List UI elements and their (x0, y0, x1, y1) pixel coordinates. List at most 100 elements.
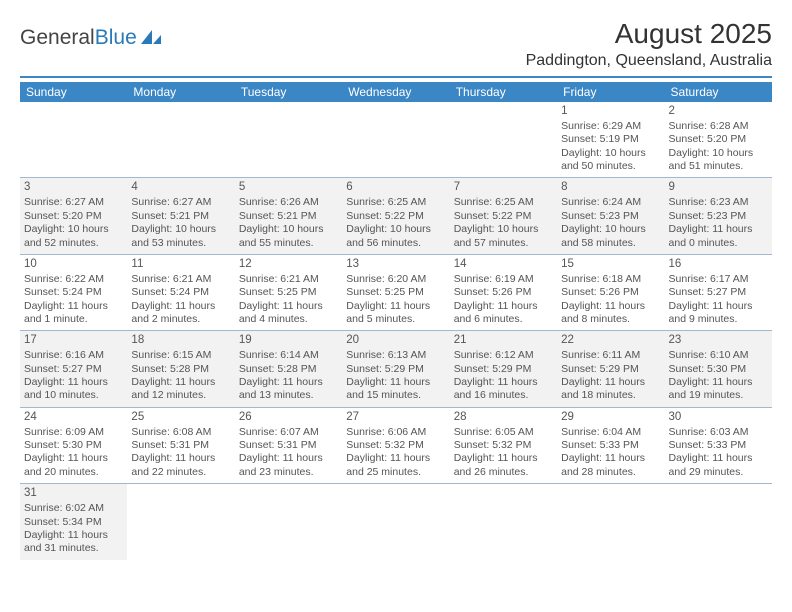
daylight-text: Daylight: 11 hours and 31 minutes. (24, 529, 123, 556)
location: Paddington, Queensland, Australia (526, 52, 772, 70)
calendar-cell (342, 484, 449, 560)
sunset-text: Sunset: 5:24 PM (131, 286, 230, 299)
top-rule (20, 76, 772, 78)
calendar-row: 24Sunrise: 6:09 AMSunset: 5:30 PMDayligh… (20, 407, 772, 483)
sail-icon (140, 29, 162, 47)
daylight-text: Daylight: 11 hours and 15 minutes. (346, 376, 445, 403)
calendar-row: 17Sunrise: 6:16 AMSunset: 5:27 PMDayligh… (20, 331, 772, 407)
sunset-text: Sunset: 5:26 PM (454, 286, 553, 299)
day-number: 11 (131, 257, 230, 272)
calendar-cell: 16Sunrise: 6:17 AMSunset: 5:27 PMDayligh… (665, 254, 772, 330)
calendar-row: 10Sunrise: 6:22 AMSunset: 5:24 PMDayligh… (20, 254, 772, 330)
day-number: 24 (24, 410, 123, 425)
daylight-text: Daylight: 11 hours and 23 minutes. (239, 452, 338, 479)
sunset-text: Sunset: 5:30 PM (669, 363, 768, 376)
calendar-cell (235, 484, 342, 560)
daylight-text: Daylight: 10 hours and 57 minutes. (454, 223, 553, 250)
sunrise-text: Sunrise: 6:23 AM (669, 196, 768, 209)
calendar-cell: 28Sunrise: 6:05 AMSunset: 5:32 PMDayligh… (450, 407, 557, 483)
sunrise-text: Sunrise: 6:17 AM (669, 273, 768, 286)
calendar-cell (557, 484, 664, 560)
daylight-text: Daylight: 10 hours and 51 minutes. (669, 147, 768, 174)
sunrise-text: Sunrise: 6:09 AM (24, 426, 123, 439)
sunset-text: Sunset: 5:30 PM (24, 439, 123, 452)
sunset-text: Sunset: 5:23 PM (669, 210, 768, 223)
calendar-cell: 22Sunrise: 6:11 AMSunset: 5:29 PMDayligh… (557, 331, 664, 407)
daylight-text: Daylight: 10 hours and 55 minutes. (239, 223, 338, 250)
day-number: 19 (239, 333, 338, 348)
calendar-cell: 2Sunrise: 6:28 AMSunset: 5:20 PMDaylight… (665, 102, 772, 178)
logo-text-2: Blue (95, 26, 137, 50)
daylight-text: Daylight: 11 hours and 29 minutes. (669, 452, 768, 479)
sunrise-text: Sunrise: 6:08 AM (131, 426, 230, 439)
calendar-cell: 10Sunrise: 6:22 AMSunset: 5:24 PMDayligh… (20, 254, 127, 330)
day-number: 3 (24, 180, 123, 195)
day-number: 22 (561, 333, 660, 348)
day-number: 2 (669, 104, 768, 119)
day-number: 27 (346, 410, 445, 425)
sunset-text: Sunset: 5:29 PM (561, 363, 660, 376)
sunrise-text: Sunrise: 6:02 AM (24, 502, 123, 515)
calendar-cell: 5Sunrise: 6:26 AMSunset: 5:21 PMDaylight… (235, 178, 342, 254)
calendar-cell (450, 102, 557, 178)
day-number: 17 (24, 333, 123, 348)
day-number: 6 (346, 180, 445, 195)
calendar-cell: 13Sunrise: 6:20 AMSunset: 5:25 PMDayligh… (342, 254, 449, 330)
calendar-cell: 21Sunrise: 6:12 AMSunset: 5:29 PMDayligh… (450, 331, 557, 407)
sunset-text: Sunset: 5:27 PM (669, 286, 768, 299)
sunrise-text: Sunrise: 6:13 AM (346, 349, 445, 362)
daylight-text: Daylight: 11 hours and 6 minutes. (454, 300, 553, 327)
sunset-text: Sunset: 5:34 PM (24, 516, 123, 529)
daylight-text: Daylight: 11 hours and 20 minutes. (24, 452, 123, 479)
day-number: 9 (669, 180, 768, 195)
calendar-cell: 24Sunrise: 6:09 AMSunset: 5:30 PMDayligh… (20, 407, 127, 483)
sunrise-text: Sunrise: 6:07 AM (239, 426, 338, 439)
day-number: 28 (454, 410, 553, 425)
sunrise-text: Sunrise: 6:27 AM (131, 196, 230, 209)
sunset-text: Sunset: 5:19 PM (561, 133, 660, 146)
sunset-text: Sunset: 5:33 PM (561, 439, 660, 452)
logo-text-1: General (20, 26, 95, 50)
calendar-row: 1Sunrise: 6:29 AMSunset: 5:19 PMDaylight… (20, 102, 772, 178)
sunrise-text: Sunrise: 6:18 AM (561, 273, 660, 286)
daylight-text: Daylight: 11 hours and 5 minutes. (346, 300, 445, 327)
daylight-text: Daylight: 11 hours and 22 minutes. (131, 452, 230, 479)
sunset-text: Sunset: 5:28 PM (239, 363, 338, 376)
daylight-text: Daylight: 11 hours and 13 minutes. (239, 376, 338, 403)
sunrise-text: Sunrise: 6:05 AM (454, 426, 553, 439)
day-number: 15 (561, 257, 660, 272)
calendar-cell: 25Sunrise: 6:08 AMSunset: 5:31 PMDayligh… (127, 407, 234, 483)
day-number: 13 (346, 257, 445, 272)
day-header: Tuesday (235, 82, 342, 102)
daylight-text: Daylight: 11 hours and 1 minute. (24, 300, 123, 327)
day-number: 7 (454, 180, 553, 195)
sunset-text: Sunset: 5:25 PM (346, 286, 445, 299)
sunset-text: Sunset: 5:26 PM (561, 286, 660, 299)
calendar-cell: 30Sunrise: 6:03 AMSunset: 5:33 PMDayligh… (665, 407, 772, 483)
title-block: August 2025 Paddington, Queensland, Aust… (526, 18, 772, 70)
daylight-text: Daylight: 11 hours and 2 minutes. (131, 300, 230, 327)
day-header: Saturday (665, 82, 772, 102)
sunrise-text: Sunrise: 6:22 AM (24, 273, 123, 286)
daylight-text: Daylight: 10 hours and 53 minutes. (131, 223, 230, 250)
daylight-text: Daylight: 11 hours and 9 minutes. (669, 300, 768, 327)
day-header: Thursday (450, 82, 557, 102)
sunrise-text: Sunrise: 6:20 AM (346, 273, 445, 286)
sunrise-text: Sunrise: 6:29 AM (561, 120, 660, 133)
day-number: 5 (239, 180, 338, 195)
sunset-text: Sunset: 5:21 PM (239, 210, 338, 223)
daylight-text: Daylight: 10 hours and 52 minutes. (24, 223, 123, 250)
calendar-cell: 1Sunrise: 6:29 AMSunset: 5:19 PMDaylight… (557, 102, 664, 178)
calendar-cell: 11Sunrise: 6:21 AMSunset: 5:24 PMDayligh… (127, 254, 234, 330)
calendar-cell: 12Sunrise: 6:21 AMSunset: 5:25 PMDayligh… (235, 254, 342, 330)
calendar-cell (665, 484, 772, 560)
calendar-cell: 9Sunrise: 6:23 AMSunset: 5:23 PMDaylight… (665, 178, 772, 254)
day-header: Friday (557, 82, 664, 102)
daylight-text: Daylight: 11 hours and 8 minutes. (561, 300, 660, 327)
day-number: 26 (239, 410, 338, 425)
day-number: 23 (669, 333, 768, 348)
daylight-text: Daylight: 11 hours and 16 minutes. (454, 376, 553, 403)
calendar-cell: 6Sunrise: 6:25 AMSunset: 5:22 PMDaylight… (342, 178, 449, 254)
sunset-text: Sunset: 5:27 PM (24, 363, 123, 376)
sunrise-text: Sunrise: 6:15 AM (131, 349, 230, 362)
